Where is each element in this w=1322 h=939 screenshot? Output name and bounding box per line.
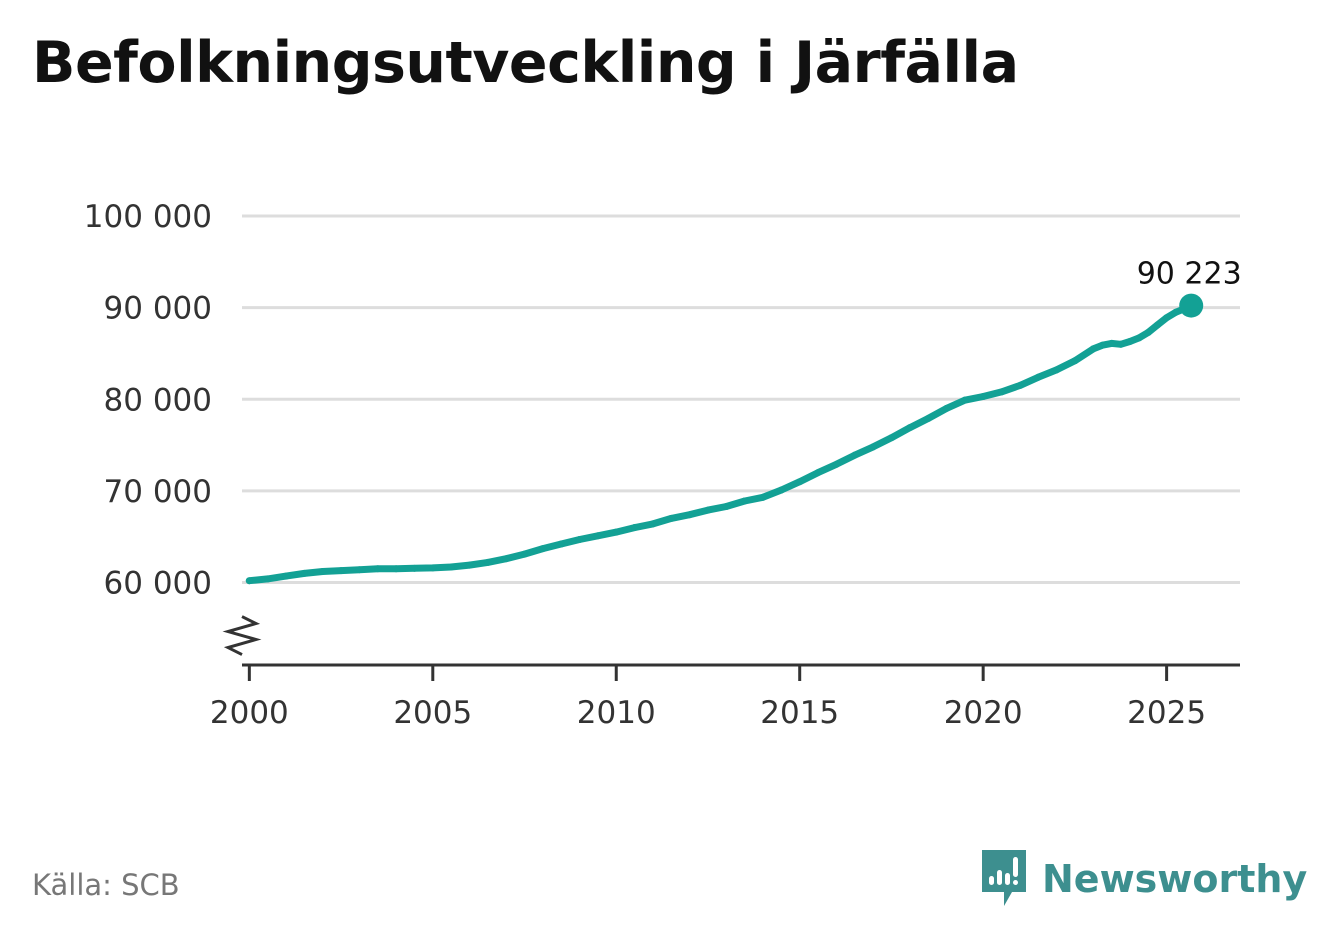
y-tick-label: 100 000 <box>84 199 212 235</box>
data-point <box>1089 345 1097 353</box>
data-point <box>722 502 730 510</box>
newsworthy-logo-icon <box>982 850 1026 906</box>
newsworthy-brand[interactable]: Newsworthy <box>980 848 1307 910</box>
data-point <box>429 564 437 572</box>
x-tick-label: 2000 <box>210 695 289 731</box>
x-tick-label: 2010 <box>577 695 656 731</box>
source-note: Källa: SCB <box>32 868 180 902</box>
data-point <box>1153 321 1161 329</box>
y-tick-label: 80 000 <box>104 382 212 418</box>
data-point <box>557 540 565 548</box>
data-point <box>1016 382 1024 390</box>
data-point <box>319 568 327 576</box>
data-point <box>667 514 675 522</box>
gridlines <box>242 214 1240 585</box>
data-point <box>484 558 492 566</box>
data-point <box>245 577 253 585</box>
data-point <box>594 532 602 540</box>
end-point-marker <box>1179 293 1204 318</box>
data-point <box>1126 338 1134 346</box>
data-point <box>1053 366 1061 374</box>
labels: 60 000 70 000 80 000 90 000 100 000 2000 2005 2… <box>84 199 1242 731</box>
data-point <box>264 575 272 583</box>
brand-name: Newsworthy <box>1042 857 1308 901</box>
data-point <box>979 393 987 401</box>
data-point <box>686 511 694 519</box>
series-line <box>245 302 1195 585</box>
data-point <box>814 469 822 477</box>
data-point <box>576 535 584 543</box>
chart-title: Befolkningsutveckling i Järfälla <box>32 30 1019 96</box>
y-tick-label: 60 000 <box>104 566 212 602</box>
x-tick-label: 2025 <box>1127 695 1206 731</box>
data-point <box>631 524 639 532</box>
y-axis-break-icon <box>222 615 262 656</box>
data-point <box>355 566 363 574</box>
axes <box>222 615 1240 681</box>
data-point <box>410 564 418 572</box>
data-point <box>869 443 877 451</box>
data-point <box>942 404 950 412</box>
data-point <box>1034 373 1042 381</box>
data-point <box>374 565 382 573</box>
data-point <box>1135 334 1143 342</box>
data-point <box>649 520 657 528</box>
data-point <box>1098 341 1106 349</box>
y-tick-label: 90 000 <box>104 291 212 327</box>
data-point <box>906 424 914 432</box>
data-point <box>282 572 290 580</box>
data-point <box>1108 339 1116 347</box>
data-point <box>539 545 547 553</box>
data-point <box>447 563 455 571</box>
end-value-label: 90 223 <box>1137 257 1242 292</box>
data-point <box>1163 314 1171 322</box>
data-point <box>887 434 895 442</box>
data-point <box>337 567 345 575</box>
data-point <box>465 561 473 569</box>
data-point <box>704 506 712 514</box>
data-point <box>832 460 840 468</box>
data-point <box>1172 308 1180 316</box>
data-point <box>741 497 749 505</box>
x-tick-label: 2015 <box>760 695 839 731</box>
data-point <box>502 555 510 563</box>
data-point <box>924 415 932 423</box>
x-tick-label: 2005 <box>393 695 472 731</box>
data-point <box>1071 357 1079 365</box>
data-point <box>1144 328 1152 336</box>
series <box>245 293 1204 585</box>
data-point <box>851 451 859 459</box>
data-point <box>796 478 804 486</box>
data-point <box>998 388 1006 396</box>
y-tick-label: 70 000 <box>104 474 212 510</box>
data-point <box>612 528 620 536</box>
data-point <box>392 565 400 573</box>
data-point <box>961 396 969 404</box>
x-tick-label: 2020 <box>944 695 1023 731</box>
data-point <box>777 486 785 494</box>
data-point <box>1117 340 1125 348</box>
data-point <box>759 493 767 501</box>
data-point <box>521 550 529 558</box>
data-point <box>300 569 308 577</box>
